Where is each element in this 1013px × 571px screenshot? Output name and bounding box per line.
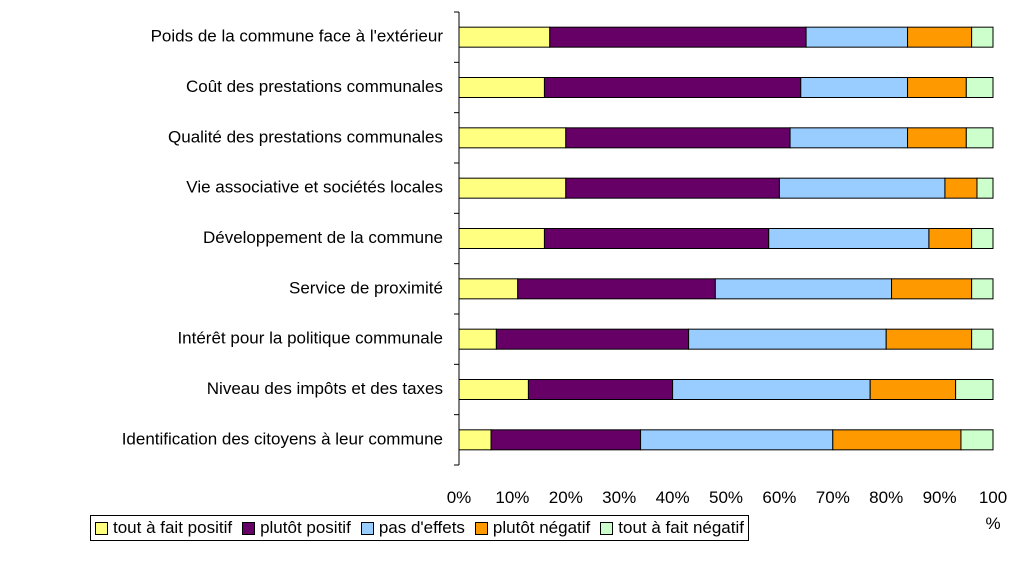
category-label: Intérêt pour la politique communale <box>177 329 443 348</box>
category-label: Service de proximité <box>289 278 443 297</box>
legend-label: plutôt négatif <box>492 518 591 537</box>
x-tick-label: 60% <box>762 488 797 507</box>
bar-segment <box>965 77 994 98</box>
bar-segment <box>458 228 545 249</box>
bar-segment <box>458 379 529 400</box>
legend-item: tout à fait négatif <box>600 518 744 538</box>
legend-swatch <box>360 521 374 535</box>
bar-segment <box>944 177 978 199</box>
bar-segment <box>976 177 994 199</box>
bar-segment <box>907 26 973 48</box>
category-label: Qualité des prestations communales <box>168 127 443 146</box>
bar-segment <box>640 429 834 451</box>
bar-segment <box>490 429 642 451</box>
bar-segment <box>714 278 893 300</box>
bar-segment <box>955 379 994 400</box>
bar-segment <box>971 228 994 249</box>
legend: tout à fait positif plutôt positif pas d'e… <box>90 515 749 541</box>
legend-item: tout à fait positif <box>95 518 232 538</box>
x-tick-label: 10% <box>495 488 530 507</box>
x-tick-label: 20% <box>548 488 583 507</box>
x-tick-label: 50% <box>708 488 744 507</box>
category-label: Vie associative et sociétés locales <box>186 178 443 197</box>
bar-segment <box>458 278 519 300</box>
legend-item: pas d'effets <box>360 518 465 538</box>
bar-segment <box>458 177 567 199</box>
bar-segment <box>527 379 674 400</box>
bar-segment <box>789 127 909 149</box>
bar-segment <box>688 328 887 350</box>
bar-segment <box>965 127 994 149</box>
x-tick-label: 100 % <box>978 488 1008 533</box>
category-label: Développement de la commune <box>203 228 443 247</box>
category-label: Identification des citoyens à leur commu… <box>122 429 443 448</box>
x-tick-label: 40% <box>655 488 690 507</box>
legend-swatch <box>600 521 614 535</box>
x-tick-label: 30% <box>602 488 637 507</box>
legend-item: plutôt positif <box>242 518 351 538</box>
bar-segment <box>907 127 967 149</box>
legend-label: tout à fait négatif <box>618 518 744 537</box>
bar-segment <box>778 177 946 199</box>
category-label: Niveau des impôts et des taxes <box>207 379 443 398</box>
legend-swatch <box>95 521 108 535</box>
bar-segment <box>458 77 545 98</box>
category-label: Poids de la commune face à l'extérieur <box>151 27 444 46</box>
bar-segment <box>768 228 930 249</box>
bar-segment <box>517 278 716 300</box>
bar-segment <box>869 379 957 400</box>
bar-segment <box>458 26 551 48</box>
bar-segment <box>495 328 690 350</box>
legend-swatch <box>242 521 256 535</box>
bar-segment <box>891 278 973 300</box>
category-label: Coût des prestations communales <box>186 77 443 96</box>
bar-segment <box>805 26 909 48</box>
bar-segment <box>458 127 567 149</box>
bar-segment <box>565 127 791 149</box>
bar-segment <box>971 328 994 350</box>
bar-segment <box>885 328 973 350</box>
bar-segment <box>543 77 802 98</box>
bar-segment <box>928 228 973 249</box>
bar-segment <box>800 77 909 98</box>
bar-segment <box>565 177 780 199</box>
x-tick-label: 70% <box>815 488 850 507</box>
bar-segment <box>971 278 994 300</box>
bar-segment <box>832 429 962 451</box>
x-tick-label: 80% <box>869 488 904 507</box>
bar-segment <box>549 26 807 48</box>
legend-label: tout à fait positif <box>113 518 233 537</box>
bar-segment <box>672 379 871 400</box>
x-tick-label: 90% <box>922 488 957 507</box>
bar-segment <box>458 328 497 350</box>
bar-segment <box>971 26 994 48</box>
legend-item: plutôt négatif <box>474 518 591 538</box>
legend-swatch <box>474 521 488 535</box>
legend-label: pas d'effets <box>378 518 465 537</box>
bar-segment <box>543 228 770 249</box>
bar-segment <box>960 429 994 451</box>
bar-segment <box>907 77 967 98</box>
bar-segment <box>458 429 492 451</box>
x-tick-label: 0% <box>446 488 472 507</box>
legend-label: plutôt positif <box>260 518 351 537</box>
